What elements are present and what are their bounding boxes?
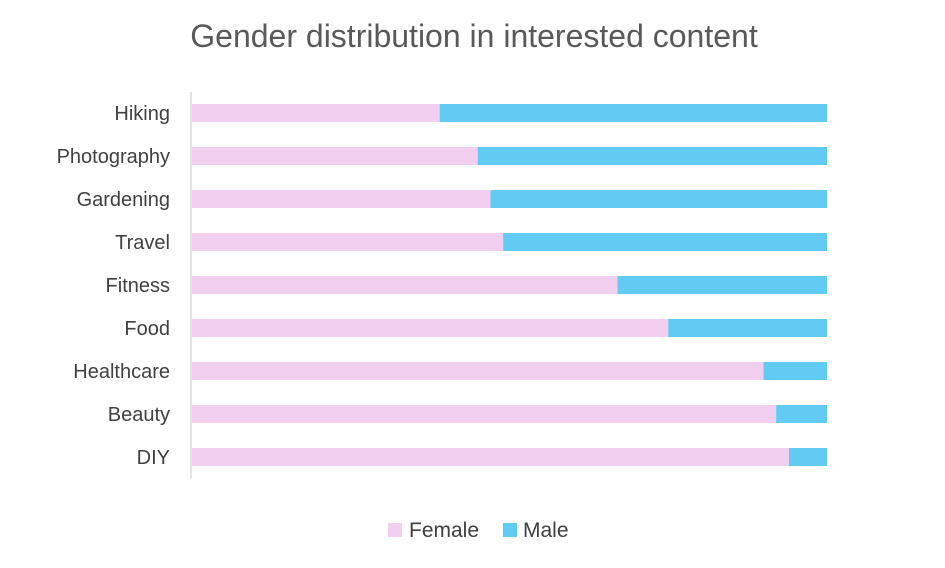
legend-label-male: Male [523,519,569,542]
bar-female-fitness [192,276,618,294]
category-label-diy: DIY [137,447,170,469]
bar-male-diy [788,448,827,466]
category-label-photography: Photography [57,146,170,168]
bar-male-fitness [617,276,827,294]
category-label-gardening: Gardening [77,189,170,211]
bar-female-hiking [192,104,440,122]
bar-male-hiking [439,104,827,122]
bar-female-beauty [192,405,777,423]
bar-male-photography [477,147,827,165]
bar-female-food [192,319,669,337]
category-labels: Hiking Photography Gardening Travel Fitness F… [57,103,170,469]
bar-female-diy [192,448,789,466]
bars-layer [192,104,827,466]
legend-label-female: Female [409,519,479,542]
legend: Female Male [388,519,569,542]
category-label-beauty: Beauty [108,404,170,426]
bar-female-photography [192,147,478,165]
chart-title: Gender distribution in interested conten… [190,18,758,54]
bar-female-gardening [192,190,491,208]
category-label-fitness: Fitness [106,275,170,297]
category-label-food: Food [124,318,170,340]
bar-male-healthcare [763,362,827,380]
legend-swatch-female [388,523,402,537]
bar-male-gardening [490,190,827,208]
legend-swatch-male [503,523,517,537]
category-label-travel: Travel [115,232,170,254]
bar-male-food [668,319,827,337]
bar-female-healthcare [192,362,764,380]
bar-female-travel [192,233,504,251]
bar-male-travel [503,233,827,251]
bar-male-beauty [776,405,827,423]
category-label-hiking: Hiking [114,103,170,125]
category-label-healthcare: Healthcare [73,361,170,383]
